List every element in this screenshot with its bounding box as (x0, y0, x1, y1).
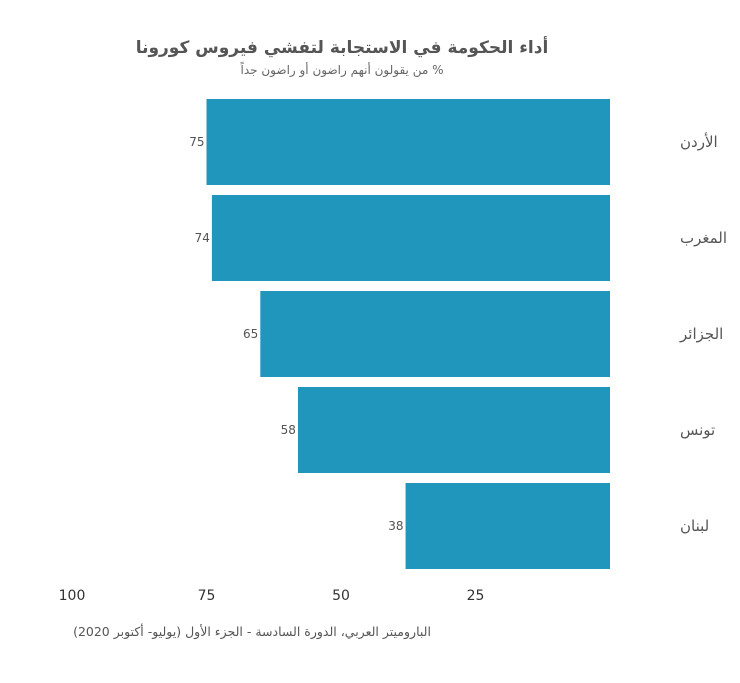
data-label: 65 (243, 327, 258, 341)
data-label: 58 (281, 423, 296, 437)
bar (405, 483, 610, 569)
x-tick-label: 100 (59, 588, 86, 604)
bar (260, 291, 610, 377)
chart-title: أداء الحكومة في الاستجابة لتفشي فيروس كو… (136, 36, 549, 58)
category-label: الأردن (680, 132, 718, 151)
bar (297, 387, 610, 473)
data-label: 75 (189, 135, 204, 149)
bars-group (206, 99, 610, 569)
category-label: الجزائر (679, 325, 723, 343)
category-labels: الأردن المغرب الجزائر تونس لبنان (679, 132, 727, 535)
x-tick-label: 75 (198, 588, 216, 604)
source-note: الباروميتر العربي، الدورة السادسة - الجز… (73, 623, 431, 640)
data-label: 74 (195, 231, 210, 245)
data-labels: 75 74 65 58 38 (189, 135, 403, 533)
x-axis-ticks: 100 75 50 25 (59, 588, 485, 604)
x-tick-label: 50 (332, 588, 350, 604)
category-label: المغرب (680, 229, 727, 247)
category-label: لبنان (680, 517, 709, 535)
data-label: 38 (388, 519, 403, 533)
bar (206, 99, 610, 185)
chart-subtitle: % من يقولون أنهم راضون أو راضون جداً (240, 61, 443, 78)
bar (211, 195, 610, 281)
category-label: تونس (680, 421, 715, 439)
x-tick-label: 25 (467, 588, 485, 604)
